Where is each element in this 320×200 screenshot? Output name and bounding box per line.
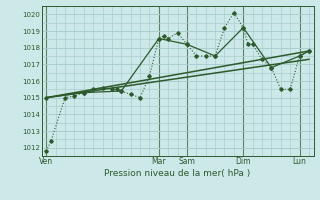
X-axis label: Pression niveau de la mer( hPa ): Pression niveau de la mer( hPa ) — [104, 169, 251, 178]
